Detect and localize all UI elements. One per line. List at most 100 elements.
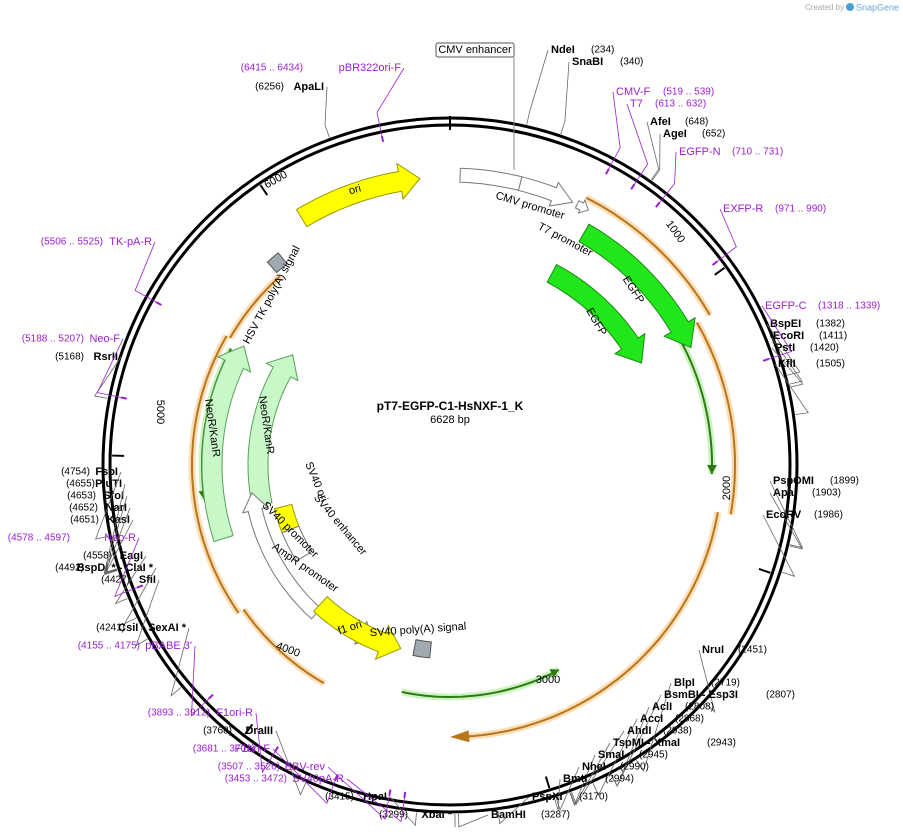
label-line — [636, 682, 672, 772]
gene-arc — [191, 335, 240, 614]
feature-shape — [295, 162, 421, 228]
feature-shape — [574, 198, 590, 214]
gene-arc — [242, 608, 325, 685]
enzyme-name: BamHI — [491, 809, 526, 821]
enzyme-position: (234) — [591, 45, 614, 56]
gene-arc — [695, 322, 737, 515]
scale-tick — [714, 266, 726, 276]
enzyme-name: AclI — [652, 701, 672, 713]
enzyme-position: (5168) — [55, 352, 84, 363]
enzyme-name: SfiI — [139, 574, 156, 586]
label-line — [327, 766, 391, 820]
label-line — [553, 778, 561, 811]
label-line — [497, 796, 530, 825]
primer-range: (3507 .. 3526) — [218, 762, 280, 773]
label-line — [571, 730, 625, 806]
enzyme-name: SmaI — [598, 749, 624, 761]
gene-arc — [459, 512, 719, 738]
primer-name: SV40pA-R — [292, 773, 344, 785]
feature-shape — [241, 491, 322, 620]
primer-name: Neo-F — [89, 333, 120, 345]
enzyme-position: (2994) — [605, 774, 634, 785]
enzyme-name: AhdI — [627, 725, 651, 737]
enzyme-name: BlpI — [674, 677, 695, 689]
enzyme-position: (1903) — [812, 488, 841, 499]
primer-name: EXFP-R — [723, 203, 763, 215]
primer-name: pBABE 3' — [145, 640, 192, 652]
label-line — [389, 796, 417, 827]
feature-shape — [201, 345, 252, 543]
label-line — [761, 305, 793, 362]
scale-label: 2000 — [721, 476, 733, 500]
enzyme-name: PstI — [775, 342, 795, 354]
orf-arrowhead — [707, 465, 717, 475]
feature-shape — [546, 263, 646, 364]
scale-tick — [259, 184, 269, 196]
label-line — [96, 338, 127, 400]
label-line — [569, 754, 596, 807]
label-line — [123, 567, 157, 625]
feature-shape — [247, 354, 299, 508]
label-line — [95, 471, 122, 540]
scale-tick — [244, 723, 254, 735]
enzyme-name: KflI — [778, 358, 796, 370]
primer-range: (710 .. 731) — [732, 147, 783, 158]
gene-arc — [229, 275, 281, 339]
feature-label: SV40 enhancer — [311, 492, 369, 558]
primer-name: Neo-R — [104, 532, 136, 544]
enzyme-position: (4652) — [69, 503, 98, 514]
enzyme-position: (4655) — [66, 479, 95, 490]
enzyme-name: NheI — [582, 761, 606, 773]
enzyme-position: (4427) — [101, 575, 130, 586]
enzyme-position: (1986) — [814, 510, 843, 521]
primer-range: (4155 .. 4175) — [78, 641, 140, 652]
scale-tick — [758, 568, 771, 574]
enzyme-position: (2451) — [738, 645, 767, 656]
enzyme-position: (3415) — [325, 792, 354, 803]
feature-shape — [517, 176, 574, 207]
feature-shape — [281, 525, 313, 562]
label-line — [646, 121, 660, 181]
scale-tick — [544, 776, 551, 789]
label-line — [170, 627, 190, 697]
feature-glow — [459, 511, 722, 741]
feature-shape — [312, 595, 402, 661]
enzyme-position: (1899) — [830, 476, 859, 487]
label-line — [275, 730, 307, 796]
feature-label: SV40 poly(A) signal — [369, 621, 466, 640]
feature-label: ori — [348, 183, 363, 198]
label-line — [774, 363, 809, 416]
enzyme-position: (2808) — [685, 702, 714, 713]
enzyme-position: (4754) — [61, 467, 90, 478]
enzyme-position: (648) — [685, 117, 708, 128]
credit: Created by — [805, 3, 844, 12]
label-line — [376, 67, 405, 142]
orf-arrowhead — [549, 669, 559, 678]
enzyme-position: (4558) — [83, 551, 112, 562]
enzyme-name: HpaI — [363, 791, 387, 803]
label-line — [769, 492, 803, 550]
label-line — [114, 537, 143, 598]
enzyme-position: (2807) — [766, 690, 795, 701]
label-line — [712, 208, 737, 266]
enzyme-position: (3768) — [203, 726, 232, 737]
primer-range: (1318 .. 1339) — [818, 301, 880, 312]
enzyme-name: XbaI * — [421, 809, 452, 821]
primer-range: (3893 .. 3912) — [148, 708, 210, 719]
enzyme-name: RsrII — [94, 351, 118, 363]
label-line — [610, 706, 650, 788]
primer-range: (3453 .. 3472) — [225, 774, 287, 785]
plasmid-name: pT7-EGFP-C1-HsNXF-1_K — [377, 399, 524, 413]
label-line — [698, 649, 716, 714]
enzyme-name: SnaBI — [572, 56, 603, 68]
enzyme-position: (3287) — [541, 810, 570, 821]
feature-shape — [273, 503, 300, 534]
label-line — [526, 49, 549, 125]
primer-range: (971 .. 990) — [775, 204, 826, 215]
enzyme-name: BsmBI - Esp3I — [664, 689, 738, 701]
primer-range: (5506 .. 5525) — [41, 237, 103, 248]
brand-icon — [846, 3, 854, 11]
enzyme-position: (652) — [702, 129, 725, 140]
label-line — [570, 742, 611, 806]
label-line — [324, 86, 330, 138]
